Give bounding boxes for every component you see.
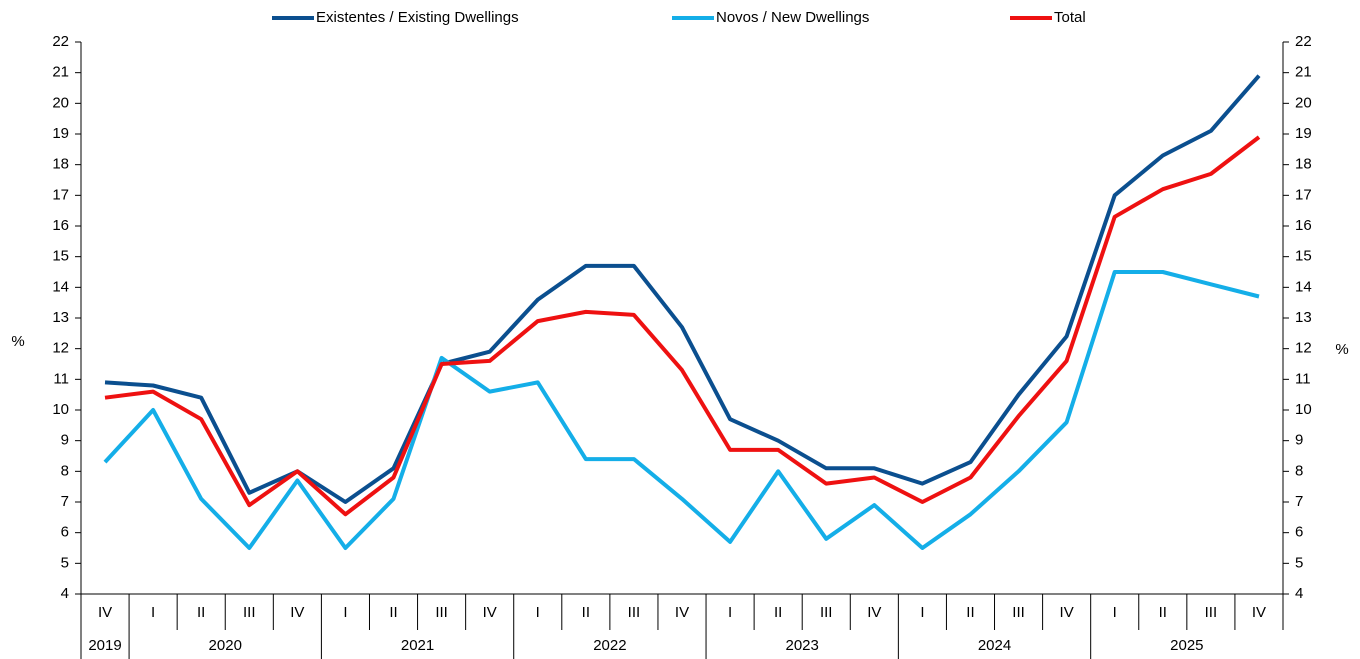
year-label: 2020 — [209, 637, 242, 654]
y-axis-label: % — [11, 333, 24, 350]
y2-tick-label: 16 — [1295, 217, 1312, 234]
y2-tick-label: 17 — [1295, 186, 1312, 203]
y2-tick-label: 14 — [1295, 278, 1312, 295]
series-line — [104, 74, 1261, 504]
year-label: 2025 — [1170, 637, 1203, 654]
x-tick-label: IV — [675, 604, 689, 621]
y-tick-label: 6 — [61, 524, 69, 541]
y-tick-label: 11 — [53, 370, 69, 387]
x-tick-label: III — [1205, 604, 1218, 621]
y-tick-label: 18 — [52, 156, 69, 173]
y2-tick-label: 9 — [1295, 432, 1303, 449]
x-tick-label: III — [243, 604, 256, 621]
legend-label: Novos / New Dwellings — [716, 9, 869, 26]
y-tick-label: 8 — [61, 462, 69, 479]
x-tick-label: IV — [867, 604, 881, 621]
y2-tick-label: 13 — [1295, 309, 1312, 326]
year-label: 2019 — [88, 637, 121, 654]
x-tick-label: I — [343, 604, 347, 621]
y-tick-label: 16 — [52, 217, 69, 234]
x-tick-label: I — [536, 604, 540, 621]
x-tick-label: II — [197, 604, 205, 621]
y-tick-label: 4 — [61, 585, 69, 602]
year-label: 2024 — [978, 637, 1011, 654]
y-tick-label: 9 — [61, 432, 69, 449]
legend-label: Total — [1054, 9, 1086, 26]
y-tick-label: 20 — [52, 94, 69, 111]
y2-tick-label: 5 — [1295, 554, 1303, 571]
x-tick-label: IV — [290, 604, 304, 621]
y-tick-label: 15 — [52, 248, 69, 265]
y-tick-label: 13 — [52, 309, 69, 326]
y2-tick-label: 22 — [1295, 33, 1312, 50]
x-tick-label: I — [151, 604, 155, 621]
y2-tick-label: 8 — [1295, 462, 1303, 479]
x-tick-label: I — [1113, 604, 1117, 621]
x-tick-label: IV — [483, 604, 497, 621]
y-tick-label: 7 — [61, 493, 69, 510]
y-tick-label: 21 — [52, 64, 69, 81]
x-tick-label: IV — [98, 604, 112, 621]
y2-tick-label: 11 — [1295, 370, 1311, 387]
y-tick-label: 14 — [52, 278, 69, 295]
x-tick-label: II — [774, 604, 782, 621]
y2-tick-label: 7 — [1295, 493, 1303, 510]
year-label: 2023 — [786, 637, 819, 654]
year-label: 2021 — [401, 637, 434, 654]
x-tick-label: IV — [1252, 604, 1266, 621]
y2-tick-label: 4 — [1295, 585, 1303, 602]
x-tick-label: I — [728, 604, 732, 621]
x-tick-label: III — [435, 604, 448, 621]
x-tick-label: III — [1012, 604, 1025, 621]
year-label: 2022 — [593, 637, 626, 654]
y2-tick-label: 10 — [1295, 401, 1312, 418]
y-tick-label: 22 — [52, 33, 69, 50]
y2-axis-label: % — [1335, 341, 1348, 358]
x-tick-label: II — [389, 604, 397, 621]
series-line — [103, 270, 1260, 550]
x-tick-label: II — [966, 604, 974, 621]
y2-tick-label: 15 — [1295, 248, 1312, 265]
y2-tick-label: 12 — [1295, 340, 1312, 357]
y-tick-label: 17 — [52, 186, 69, 203]
legend-label: Existentes / Existing Dwellings — [316, 9, 519, 26]
y2-tick-label: 18 — [1295, 156, 1312, 173]
y2-tick-label: 20 — [1295, 94, 1312, 111]
x-tick-label: II — [1159, 604, 1167, 621]
x-tick-label: IV — [1060, 604, 1074, 621]
x-tick-label: II — [582, 604, 590, 621]
y2-tick-label: 21 — [1295, 64, 1312, 81]
y2-tick-label: 19 — [1295, 125, 1312, 142]
y2-tick-label: 6 — [1295, 524, 1303, 541]
x-tick-label: I — [920, 604, 924, 621]
y-tick-label: 5 — [61, 554, 69, 571]
series-line — [104, 135, 1261, 517]
y-tick-label: 10 — [52, 401, 69, 418]
y-tick-label: 19 — [52, 125, 69, 142]
y-tick-label: 12 — [52, 340, 69, 357]
x-tick-label: III — [628, 604, 641, 621]
x-tick-label: III — [820, 604, 833, 621]
